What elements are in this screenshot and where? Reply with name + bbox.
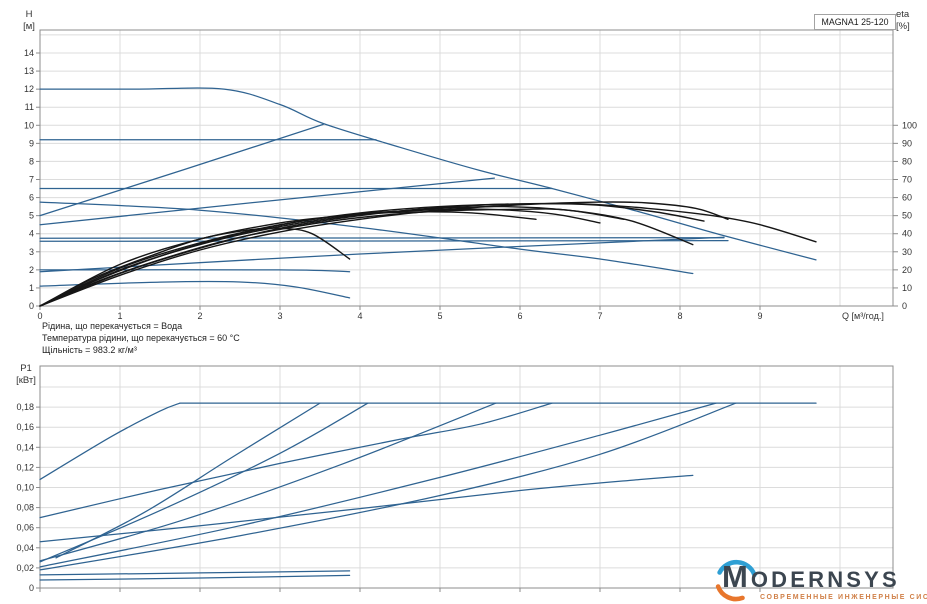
svg-text:40: 40: [902, 229, 912, 239]
svg-text:7: 7: [597, 311, 602, 321]
curve-eta-curve-5: [39, 205, 625, 307]
curve-p1-curve-5: [39, 402, 497, 562]
curve-eta-min-curve: [39, 227, 351, 307]
svg-text:2: 2: [197, 311, 202, 321]
svg-text:9: 9: [757, 311, 762, 321]
logo-blue-arc: [717, 559, 757, 578]
chart-1-frame: [39, 365, 894, 589]
logo-wordmark-rest: ODERNSYS: [750, 567, 900, 592]
fluid-density-line: Щільність = 983.2 кг/м³: [42, 345, 137, 355]
svg-text:0,08: 0,08: [16, 503, 34, 513]
curve-const-pressure-3.6: [39, 239, 729, 242]
svg-text:1: 1: [117, 311, 122, 321]
curve-eta-curve-3: [39, 201, 729, 307]
svg-text:0,02: 0,02: [16, 563, 34, 573]
fluid-type-line: Рідина, що перекачується = Вода: [42, 321, 183, 331]
power-axis-title-line2: [кВт]: [16, 375, 36, 386]
svg-text:80: 80: [902, 156, 912, 166]
svg-text:0,14: 0,14: [16, 442, 34, 452]
curve-min-speed-curve: [39, 280, 351, 299]
chart-0-frame: [39, 29, 894, 307]
chart-1-axes: 0 0,02 0,04 0,06 0,08 0,10 0,12 0,14 0,16 0,18: [16, 402, 761, 593]
eta-axis-title-line2: [%]: [896, 21, 910, 32]
curve-eta-curve-4: [39, 202, 705, 307]
head-axis-title-line1: H: [25, 9, 33, 20]
svg-text:90: 90: [902, 138, 912, 148]
svg-text:30: 30: [902, 247, 912, 257]
logo-wordmark: MODERNSYS: [722, 559, 900, 595]
svg-text:3: 3: [29, 247, 34, 257]
svg-text:0: 0: [902, 301, 907, 311]
svg-text:0: 0: [29, 301, 34, 311]
svg-text:60: 60: [902, 193, 912, 203]
svg-text:4: 4: [29, 229, 34, 239]
svg-text:5: 5: [437, 311, 442, 321]
fluid-temperature-line: Температура рідини, що перекачується = 6…: [42, 333, 240, 343]
pump-model-badge: MAGNA1 25-120: [814, 14, 896, 30]
eta-axis-title: eta [%]: [896, 9, 922, 33]
svg-text:6: 6: [29, 193, 34, 203]
svg-text:10: 10: [24, 120, 34, 130]
svg-text:14: 14: [24, 48, 34, 58]
svg-text:100: 100: [902, 120, 917, 130]
head-axis-title-line2: [м]: [23, 21, 35, 32]
logo-tagline: СОВРЕМЕННЫЕ ИНЖЕНЕРНЫЕ СИСТЕМЫ: [760, 594, 927, 601]
svg-text:5: 5: [29, 211, 34, 221]
logo-orange-arc: [715, 584, 745, 602]
svg-text:10: 10: [902, 283, 912, 293]
svg-text:0: 0: [37, 311, 42, 321]
power-axis-title: P1 [кВт]: [12, 363, 40, 387]
curve-prop-pressure-rising-mid: [39, 177, 496, 226]
svg-text:4: 4: [357, 311, 362, 321]
svg-text:0: 0: [29, 583, 34, 593]
modernsys-logo: MODERNSYS СОВРЕМЕННЫЕ ИНЖЕНЕРНЫЕ СИСТЕМЫ: [700, 553, 927, 603]
svg-text:0,16: 0,16: [16, 422, 34, 432]
logo-circle-icon: [715, 559, 757, 602]
logo-wordmark-initial: M: [722, 559, 751, 594]
curve-eta-curve-7: [39, 211, 537, 307]
curve-p1-curve-7: [39, 402, 737, 571]
svg-text:2: 2: [29, 265, 34, 275]
curve-max-speed-curve: [39, 87, 817, 261]
curve-p1-curve-2: [39, 402, 553, 519]
flow-axis-label: Q [м³/год.]: [842, 311, 884, 321]
svg-text:50: 50: [902, 211, 912, 221]
curve-reduced-speed-curve: [39, 201, 694, 275]
head-axis-title: H [м]: [16, 9, 42, 33]
svg-text:0,04: 0,04: [16, 543, 34, 553]
curve-const-pressure-3.75: [39, 237, 725, 239]
curve-rising-curve-low: [39, 236, 725, 273]
svg-text:9: 9: [29, 138, 34, 148]
svg-text:13: 13: [24, 66, 34, 76]
svg-text:8: 8: [677, 311, 682, 321]
svg-text:11: 11: [25, 102, 34, 112]
curve-p1-min-curve-b: [39, 574, 351, 581]
curve-const-pressure-2.0: [39, 269, 351, 273]
curve-p1-curve-4: [39, 402, 369, 563]
curve-p1-curve-8: [39, 474, 694, 543]
svg-text:70: 70: [902, 175, 912, 185]
curve-p1-curve-1: [39, 402, 181, 481]
svg-text:7: 7: [29, 175, 34, 185]
power-axis-title-line1: P1: [20, 363, 32, 374]
svg-text:0,18: 0,18: [16, 402, 34, 412]
curve-p1-curve-6: [39, 402, 717, 568]
curve-prop-pressure-rising-high: [39, 123, 324, 217]
svg-text:0,06: 0,06: [16, 523, 34, 533]
svg-text:12: 12: [24, 84, 34, 94]
eta-axis-title-line1: eta: [896, 9, 910, 20]
fluid-info: Рідина, що перекачується = Вода Температ…: [42, 320, 240, 356]
svg-text:20: 20: [902, 265, 912, 275]
svg-text:6: 6: [517, 311, 522, 321]
svg-text:8: 8: [29, 156, 34, 166]
svg-text:1: 1: [29, 283, 34, 293]
svg-text:3: 3: [277, 311, 282, 321]
curve-p1-min-curve-a: [39, 570, 351, 576]
svg-text:0,10: 0,10: [16, 483, 34, 493]
svg-text:0,12: 0,12: [16, 462, 34, 472]
